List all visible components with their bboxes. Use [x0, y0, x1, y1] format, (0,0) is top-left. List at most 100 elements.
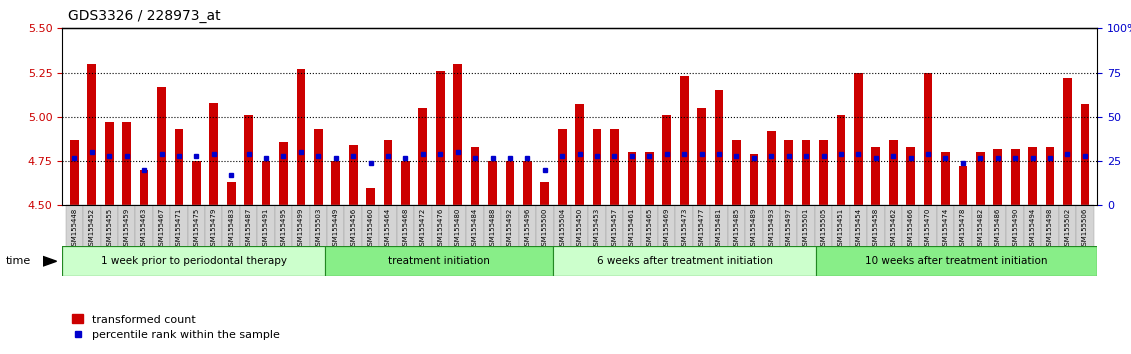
Bar	[640, 205, 658, 267]
Bar	[432, 205, 449, 267]
Bar	[1080, 104, 1089, 205]
Bar	[489, 161, 497, 205]
Bar	[750, 154, 758, 205]
Bar	[70, 140, 79, 205]
Bar	[606, 205, 623, 267]
Bar	[261, 161, 270, 205]
Bar	[310, 205, 327, 267]
Bar	[418, 108, 428, 205]
Bar	[784, 140, 793, 205]
Bar	[837, 115, 845, 205]
Bar	[506, 161, 515, 205]
Bar	[171, 205, 188, 267]
Text: treatment initiation: treatment initiation	[388, 256, 490, 266]
Bar	[817, 246, 1097, 276]
Bar	[906, 147, 915, 205]
Bar	[588, 205, 606, 267]
Bar	[727, 205, 745, 267]
Bar	[610, 129, 619, 205]
Text: 6 weeks after treatment initiation: 6 weeks after treatment initiation	[597, 256, 772, 266]
Bar	[571, 205, 588, 267]
Bar	[466, 205, 484, 267]
Bar	[901, 205, 920, 267]
Legend: transformed count, percentile rank within the sample: transformed count, percentile rank withi…	[68, 310, 285, 345]
Bar	[331, 161, 340, 205]
Text: GDS3326 / 228973_at: GDS3326 / 228973_at	[68, 9, 221, 23]
Bar	[955, 205, 972, 267]
Bar	[884, 205, 901, 267]
Bar	[140, 170, 148, 205]
Bar	[976, 152, 985, 205]
Bar	[66, 205, 83, 267]
Bar	[628, 152, 637, 205]
Bar	[541, 182, 550, 205]
Bar	[849, 205, 867, 267]
Bar	[988, 205, 1007, 267]
Bar	[924, 73, 932, 205]
Bar	[101, 205, 118, 267]
Text: time: time	[6, 256, 31, 266]
Bar	[362, 205, 379, 267]
Bar	[314, 129, 322, 205]
Bar	[87, 64, 96, 205]
Bar	[1042, 205, 1059, 267]
Bar	[593, 129, 602, 205]
Bar	[536, 205, 553, 267]
Bar	[454, 64, 463, 205]
Bar	[767, 131, 776, 205]
Bar	[1028, 147, 1037, 205]
Bar	[780, 205, 797, 267]
Bar	[797, 205, 814, 267]
Bar	[867, 205, 884, 267]
Bar	[118, 205, 136, 267]
Bar	[397, 205, 414, 267]
Bar	[379, 205, 397, 267]
Bar	[814, 205, 832, 267]
Bar	[244, 115, 253, 205]
Bar	[576, 104, 584, 205]
Bar	[240, 205, 258, 267]
Text: 10 weeks after treatment initiation: 10 weeks after treatment initiation	[865, 256, 1048, 266]
Bar	[819, 140, 828, 205]
Bar	[209, 103, 218, 205]
Bar	[157, 87, 166, 205]
Bar	[402, 161, 409, 205]
Bar	[941, 152, 950, 205]
Bar	[470, 147, 480, 205]
Bar	[174, 129, 183, 205]
Bar	[972, 205, 988, 267]
Bar	[275, 205, 292, 267]
Text: 1 week prior to periodontal therapy: 1 week prior to periodontal therapy	[101, 256, 287, 266]
Bar	[802, 140, 811, 205]
Bar	[484, 205, 501, 267]
Bar	[105, 122, 113, 205]
Bar	[348, 145, 357, 205]
Bar	[623, 205, 640, 267]
Bar	[553, 246, 817, 276]
Bar	[383, 140, 392, 205]
Bar	[889, 140, 898, 205]
Bar	[296, 69, 305, 205]
Bar	[223, 205, 240, 267]
Bar	[227, 182, 235, 205]
Bar	[993, 149, 1002, 205]
Bar	[83, 205, 101, 267]
Bar	[327, 205, 345, 267]
Bar	[523, 161, 532, 205]
Bar	[122, 122, 131, 205]
Bar	[414, 205, 432, 267]
Bar	[345, 205, 362, 267]
Bar	[680, 76, 689, 205]
Bar	[62, 246, 326, 276]
Bar	[1063, 78, 1072, 205]
Bar	[553, 205, 571, 267]
Bar	[872, 147, 880, 205]
Bar	[258, 205, 275, 267]
Bar	[501, 205, 519, 267]
Bar	[1077, 205, 1094, 267]
Bar	[1046, 147, 1054, 205]
Bar	[959, 166, 967, 205]
Bar	[326, 246, 553, 276]
Polygon shape	[43, 256, 57, 266]
Bar	[710, 205, 727, 267]
